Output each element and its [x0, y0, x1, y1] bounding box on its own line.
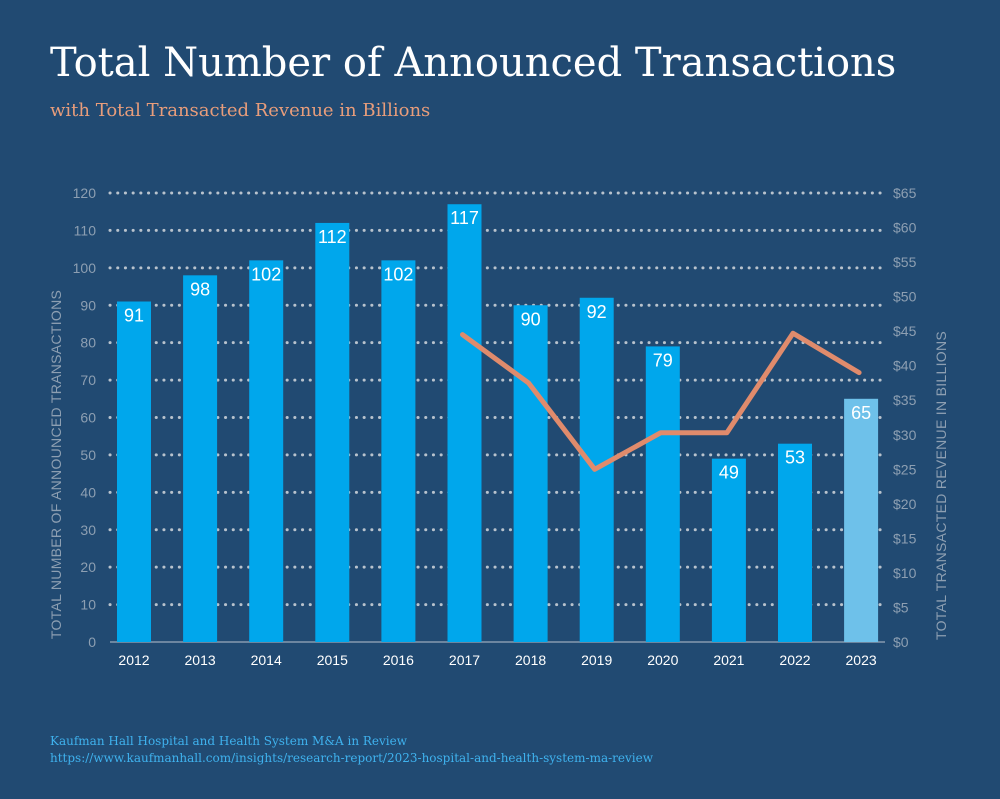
y-tick-label: 0: [88, 634, 96, 650]
x-tick-label: 2021: [713, 652, 744, 668]
bar: [711, 458, 746, 642]
bar: [447, 204, 482, 642]
bar: [315, 222, 350, 642]
combo-chart: 0 10 20 30 40 50 60 70 80 90 100 110 120 $0 $5 $10 $15 $2…: [48, 185, 949, 668]
bar-value-label: 98: [190, 279, 210, 299]
y2-tick-label: $30: [893, 427, 917, 443]
bar-value-label: 65: [851, 403, 871, 423]
bar-value-label: 90: [521, 309, 541, 329]
y-tick-label: 110: [74, 222, 97, 238]
y-tick-label: 50: [80, 447, 96, 463]
source-title: Kaufman Hall Hospital and Health System …: [50, 734, 408, 748]
bar: [844, 398, 879, 642]
y2-tick-label: $15: [893, 530, 917, 546]
y-tick-label: 90: [80, 297, 96, 313]
x-tick-label: 2013: [185, 652, 216, 668]
y2-tick-label: $10: [893, 565, 917, 581]
bar-value-label: 92: [587, 302, 607, 322]
source-citation: Kaufman Hall Hospital and Health System …: [50, 733, 653, 767]
bar: [249, 260, 284, 642]
y2-tick-label: $55: [893, 254, 917, 270]
x-tick-label: 2018: [515, 652, 546, 668]
y2-tick-label: $60: [893, 220, 917, 236]
x-tick-label: 2023: [846, 652, 877, 668]
bar-value-label: 112: [318, 227, 347, 247]
bar: [645, 346, 680, 642]
y2-tick-label: $0: [893, 634, 909, 650]
revenue-line: [460, 330, 862, 472]
bar: [381, 260, 416, 642]
source-url: https://www.kaufmanhall.com/insights/res…: [50, 751, 653, 765]
y2-tick-label: $20: [893, 496, 917, 512]
y2-tick-label: $40: [893, 358, 917, 374]
y2-tick-label: $50: [893, 289, 917, 305]
x-tick-label: 2014: [251, 652, 282, 668]
bar-value-label: 117: [450, 208, 479, 228]
x-tick-label: 2016: [383, 652, 414, 668]
y-tick-label: 60: [80, 410, 96, 426]
y-tick-label: 40: [80, 484, 96, 500]
bar: [117, 301, 151, 642]
x-tick-label: 2017: [449, 652, 480, 668]
y-tick-label: 30: [80, 522, 96, 538]
bar-value-label: 91: [124, 306, 144, 326]
bar-value-label: 53: [785, 448, 805, 468]
bar: [183, 275, 218, 642]
bar-value-label: 102: [383, 264, 413, 284]
y-tick-label: 100: [73, 260, 97, 276]
y2-tick-label: $35: [893, 392, 917, 408]
y2-tick-label: $45: [893, 323, 917, 339]
y-tick-label: 80: [80, 335, 96, 351]
y2-axis-title: TOTAL TRANSACTED REVENUE IN BILLIONS: [933, 331, 949, 640]
y-tick-label: 10: [80, 597, 96, 613]
bar-value-label: 49: [719, 463, 739, 483]
chart-subtitle: with Total Transacted Revenue in Billion…: [50, 100, 431, 121]
x-tick-label: 2019: [581, 652, 612, 668]
x-tick-label: 2020: [647, 652, 678, 668]
y-tick-label: 120: [73, 185, 97, 201]
y-tick-label: 70: [80, 372, 96, 388]
chart-title: Total Number of Announced Transactions: [50, 40, 897, 86]
y2-tick-label: $65: [893, 185, 917, 201]
x-tick-label: 2012: [118, 652, 149, 668]
y2-tick-label: $5: [893, 599, 909, 615]
y-axis-title: TOTAL NUMBER OF ANNOUNCED TRANSACTIONS: [48, 290, 64, 639]
bar-value-label: 79: [653, 350, 673, 370]
bar: [513, 305, 548, 642]
y-tick-label: 20: [80, 559, 96, 575]
bar: [778, 443, 812, 642]
x-tick-label: 2022: [779, 652, 810, 668]
bar-value-label: 102: [251, 264, 281, 284]
x-tick-label: 2015: [317, 652, 348, 668]
y2-tick-label: $25: [893, 461, 917, 477]
